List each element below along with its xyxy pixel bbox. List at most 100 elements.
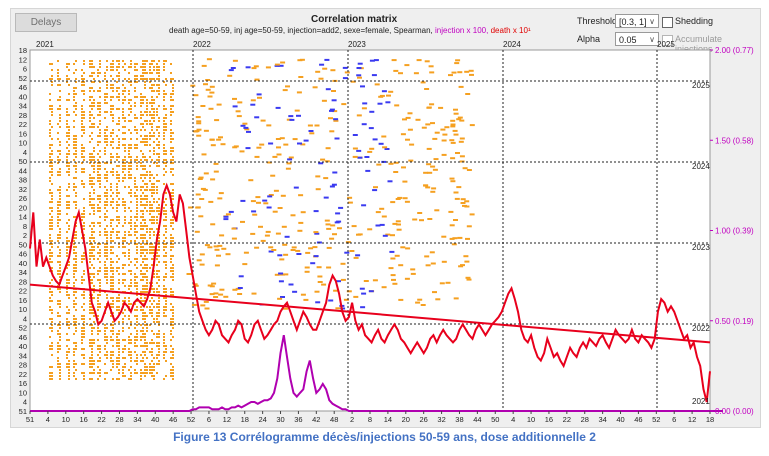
correlation-cell: [144, 285, 146, 287]
correlation-cell: [110, 75, 112, 77]
x-tick-label: 6: [207, 415, 211, 424]
correlation-cell: [140, 117, 142, 119]
correlation-cell: [51, 150, 53, 152]
correlation-cell: [81, 315, 83, 317]
correlation-cell: [106, 210, 108, 212]
positive-correlation-cell: [353, 295, 359, 298]
correlation-cell: [97, 252, 99, 254]
correlation-cell: [112, 66, 114, 68]
correlation-cell: [170, 222, 172, 224]
correlation-cell: [130, 81, 132, 83]
correlation-cell: [91, 72, 93, 74]
correlation-cell: [153, 291, 155, 293]
x-tick-label: 16: [80, 415, 88, 424]
correlation-cell: [134, 180, 136, 182]
correlation-cell: [142, 60, 144, 62]
correlation-cell: [93, 342, 95, 344]
negative-correlation-cell: [245, 66, 251, 69]
correlation-cell: [57, 219, 59, 221]
correlation-cell: [156, 72, 158, 74]
correlation-cell: [51, 291, 53, 293]
correlation-cell: [163, 147, 165, 149]
correlation-cell: [93, 255, 95, 257]
correlation-cell: [66, 114, 68, 116]
delays-button[interactable]: Delays: [15, 13, 77, 32]
correlation-cell: [153, 342, 155, 344]
correlation-cell: [81, 279, 83, 281]
correlation-cell: [134, 309, 136, 311]
correlation-cell: [59, 345, 61, 347]
correlation-cell: [146, 267, 148, 269]
correlation-cell: [151, 135, 153, 137]
correlation-cell: [128, 231, 130, 233]
correlation-cell: [136, 69, 138, 71]
correlation-cell: [73, 321, 75, 323]
alpha-select[interactable]: 0.05 ∨: [615, 32, 659, 46]
correlation-cell: [172, 84, 174, 86]
shedding-checkbox[interactable]: [662, 17, 673, 28]
correlation-cell: [91, 177, 93, 179]
correlation-cell: [128, 264, 130, 266]
correlation-cell: [89, 114, 91, 116]
correlation-cell: [136, 216, 138, 218]
positive-correlation-cell: [315, 175, 321, 178]
positive-correlation-cell: [214, 264, 220, 267]
correlation-cell: [156, 357, 158, 359]
correlation-cell: [97, 345, 99, 347]
correlation-cell: [51, 261, 53, 263]
correlation-cell: [163, 351, 165, 353]
positive-correlation-cell: [466, 169, 472, 171]
correlation-cell: [165, 300, 167, 302]
correlation-cell: [51, 63, 53, 65]
correlation-cell: [142, 186, 144, 188]
correlation-cell: [124, 273, 126, 275]
correlation-cell: [156, 321, 158, 323]
alpha-value: 0.05: [619, 35, 637, 45]
correlation-cell: [81, 114, 83, 116]
correlation-cell: [83, 222, 85, 224]
correlation-cell: [172, 216, 174, 218]
correlation-cell: [130, 189, 132, 191]
correlation-cell: [116, 171, 118, 173]
correlation-cell: [158, 309, 160, 311]
correlation-cell: [172, 309, 174, 311]
correlation-cell: [142, 309, 144, 311]
correlation-cell: [146, 330, 148, 332]
correlation-cell: [83, 324, 85, 326]
threshold-select[interactable]: [0.3, 1] ∨: [615, 14, 659, 28]
correlation-cell: [118, 177, 120, 179]
correlation-cell: [144, 276, 146, 278]
correlation-cell: [106, 189, 108, 191]
correlation-cell: [75, 153, 77, 155]
correlation-cell: [128, 378, 130, 380]
positive-correlation-cell: [402, 180, 408, 183]
correlation-cell: [172, 228, 174, 230]
accumulate-checkbox[interactable]: [662, 35, 673, 46]
x-tick-label: 48: [330, 415, 338, 424]
correlation-cell: [73, 147, 75, 149]
correlation-cell: [144, 312, 146, 314]
correlation-cell: [81, 84, 83, 86]
correlation-cell: [151, 288, 153, 290]
correlation-cell: [89, 297, 91, 299]
correlation-cell: [66, 279, 68, 281]
correlation-cell: [118, 78, 120, 80]
correlation-cell: [83, 375, 85, 377]
correlation-cell: [49, 261, 51, 263]
correlation-cell: [124, 279, 126, 281]
correlation-cell: [170, 225, 172, 227]
positive-correlation-cell: [469, 73, 474, 76]
correlation-cell: [93, 369, 95, 371]
correlation-cell: [118, 360, 120, 362]
correlation-cell: [170, 234, 172, 236]
correlation-cell: [158, 336, 160, 338]
correlation-cell: [170, 243, 172, 245]
correlation-cell: [59, 144, 61, 146]
correlation-cell: [122, 117, 124, 119]
positive-correlation-cell: [416, 59, 422, 62]
correlation-cell: [106, 171, 108, 173]
correlation-cell: [112, 279, 114, 281]
correlation-cell: [57, 162, 59, 164]
correlation-cell: [156, 249, 158, 251]
correlation-cell: [130, 108, 132, 110]
